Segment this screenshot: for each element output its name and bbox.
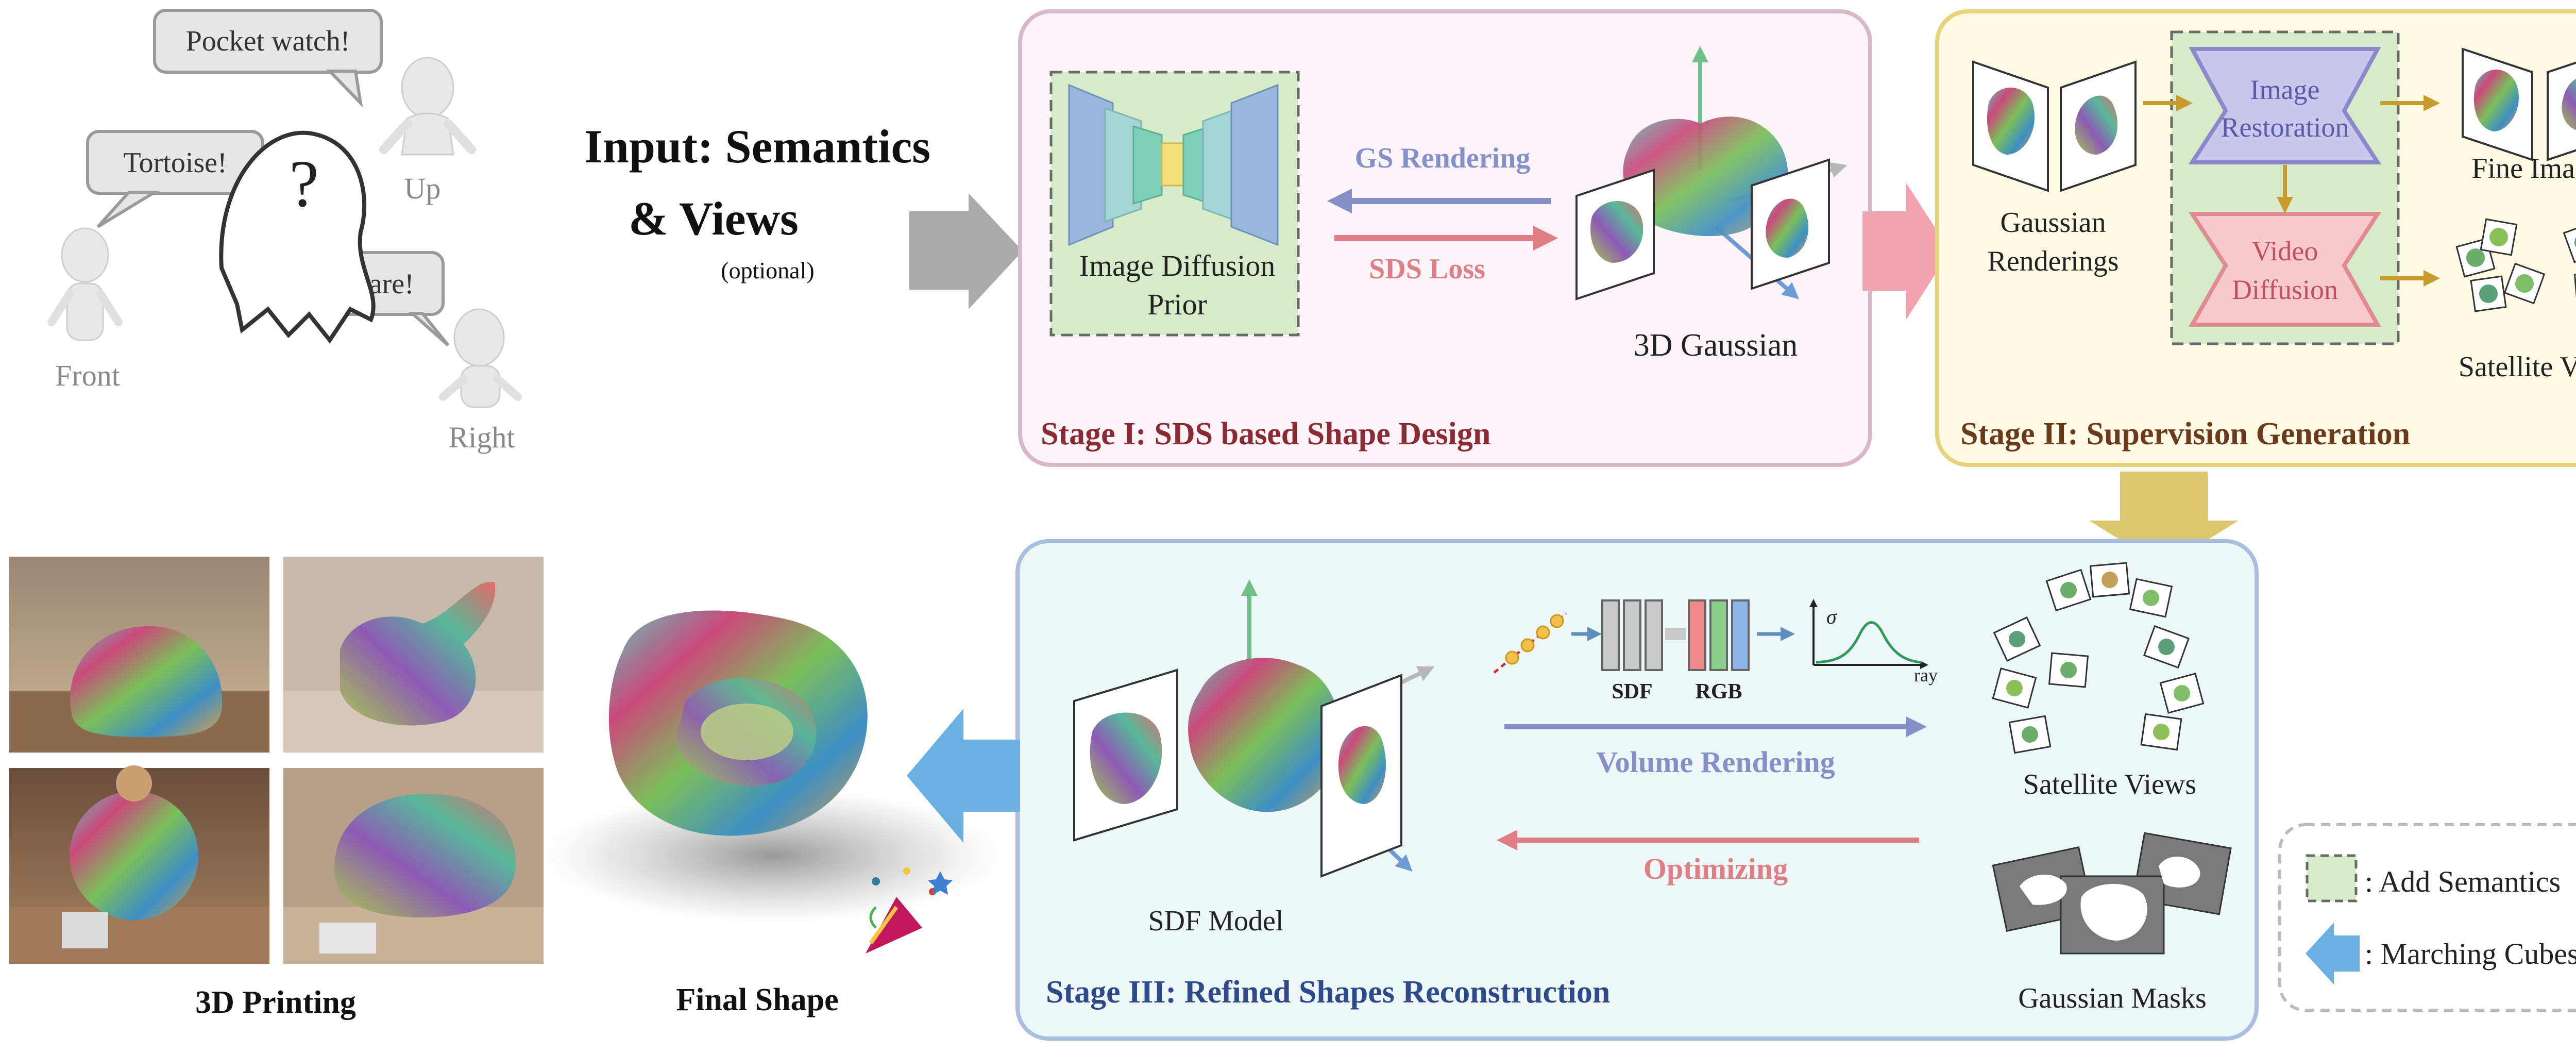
satellite-views-label-stage2: Satellite Views (2459, 351, 2576, 383)
ray-samples-icon (1493, 612, 1567, 674)
gaussian-renderings-icon (1972, 60, 2137, 192)
ghost-question-mark: ? (289, 147, 319, 221)
legend-marching-cubes: : Marching Cubes (2365, 937, 2576, 971)
printing-photos (9, 557, 544, 964)
density-plot-icon (1809, 599, 1928, 669)
stage2-title: Stage II: Supervision Generation (1960, 416, 2410, 452)
image-restoration-line2: Restoration (2221, 112, 2349, 143)
final-shape-label: Final Shape (676, 982, 838, 1017)
stage1-title: Stage I: SDS based Shape Design (1041, 416, 1490, 452)
ghost-icon: ? (219, 130, 376, 344)
video-diffusion-line2: Diffusion (2232, 274, 2338, 305)
stage3-title: Stage III: Refined Shapes Reconstruction (1046, 975, 1610, 1010)
legend-marching-arrow (2306, 923, 2360, 984)
view-front-label: Front (55, 359, 120, 392)
speech-bubble-pocket-watch: Pocket watch! (153, 9, 383, 108)
fine-images-label: Fine Images (2471, 153, 2576, 185)
sds-loss-label: SDS Loss (1369, 253, 1485, 285)
density-sigma-label: σ (1826, 605, 1837, 628)
sdf-network-icon (1601, 599, 1663, 671)
satellite-views-label-stage3: Satellite Views (2023, 768, 2196, 800)
rgb-network-label: RGB (1695, 680, 1742, 704)
figure-front-icon (47, 227, 123, 341)
sdf-model-icon (1073, 579, 1435, 878)
view-up-label: Up (404, 172, 441, 205)
photo-pocket-watch (9, 765, 269, 964)
sdf-rgb-connector (1665, 628, 1686, 640)
speech-tortoise-text: Tortoise! (123, 147, 227, 179)
input-title-line1: Input: Semantics (584, 120, 930, 173)
diffusion-prior-line1: Image Diffusion (1079, 249, 1276, 282)
gaussian-masks-label: Gaussian Masks (2018, 982, 2207, 1014)
gs-rendering-label: GS Rendering (1355, 142, 1531, 174)
gaussian-renderings-line2: Renderings (1987, 245, 2119, 277)
party-popper-icon (866, 867, 953, 954)
view-right-label: Right (449, 421, 515, 454)
stage2-panel: Gaussian Renderings Image Restoration Vi… (1935, 9, 2576, 467)
image-restoration-block (2188, 47, 2382, 164)
video-diffusion-line1: Video (2252, 236, 2318, 266)
printing-label: 3D Printing (195, 985, 356, 1020)
unet-icon (1068, 83, 1279, 246)
gaussian-3d-label: 3D Gaussian (1634, 328, 1798, 363)
stage1-panel: Image Diffusion Prior GS Rendering SDS L… (1018, 9, 1872, 467)
satellite-views-icon (2455, 218, 2576, 312)
legend-semantics-swatch (2306, 854, 2358, 902)
rgb-network-icon (1688, 599, 1750, 671)
diffusion-prior-line2: Prior (1147, 288, 1207, 321)
intro-scene: Pocket watch! Tortoise! Hare! ? Up (47, 9, 522, 454)
density-ray-label: ray (1914, 665, 1938, 686)
gaussian-renderings-line1: Gaussian (2000, 207, 2106, 239)
gaussian-masks-icon (1992, 832, 2232, 955)
figure-up-icon (379, 57, 476, 156)
photo-tortoise (9, 557, 269, 753)
input-flow-arrow (909, 193, 1023, 309)
legend-add-semantics: : Add Semantics (2365, 865, 2561, 898)
stage3-panel: SDF Model SDF RGB (1015, 539, 2259, 1041)
gaussian-3d-icon (1575, 46, 1848, 300)
fine-images-icon (2462, 47, 2576, 161)
sdf-network-label: SDF (1612, 680, 1652, 704)
input-optional-note: (optional) (721, 257, 814, 283)
final-shape-render (546, 610, 999, 923)
video-diffusion-block (2188, 212, 2382, 327)
image-restoration-line1: Image (2250, 74, 2320, 105)
photo-tortoise-head (283, 768, 544, 964)
volume-rendering-label: Volume Rendering (1596, 745, 1835, 779)
photo-hare (283, 557, 544, 753)
optimizing-label: Optimizing (1643, 852, 1788, 885)
legend-panel: : Add Semantics : Marching Cubes (2278, 823, 2576, 1012)
stage1-to-stage2-arrow (1862, 183, 1950, 320)
satellite-ring-icon (1992, 562, 2205, 754)
sdf-model-label: SDF Model (1148, 905, 1284, 937)
speech-pocket-watch-text: Pocket watch! (186, 25, 350, 57)
figure-right-icon (439, 308, 522, 408)
input-title-line2: & Views (629, 192, 799, 245)
